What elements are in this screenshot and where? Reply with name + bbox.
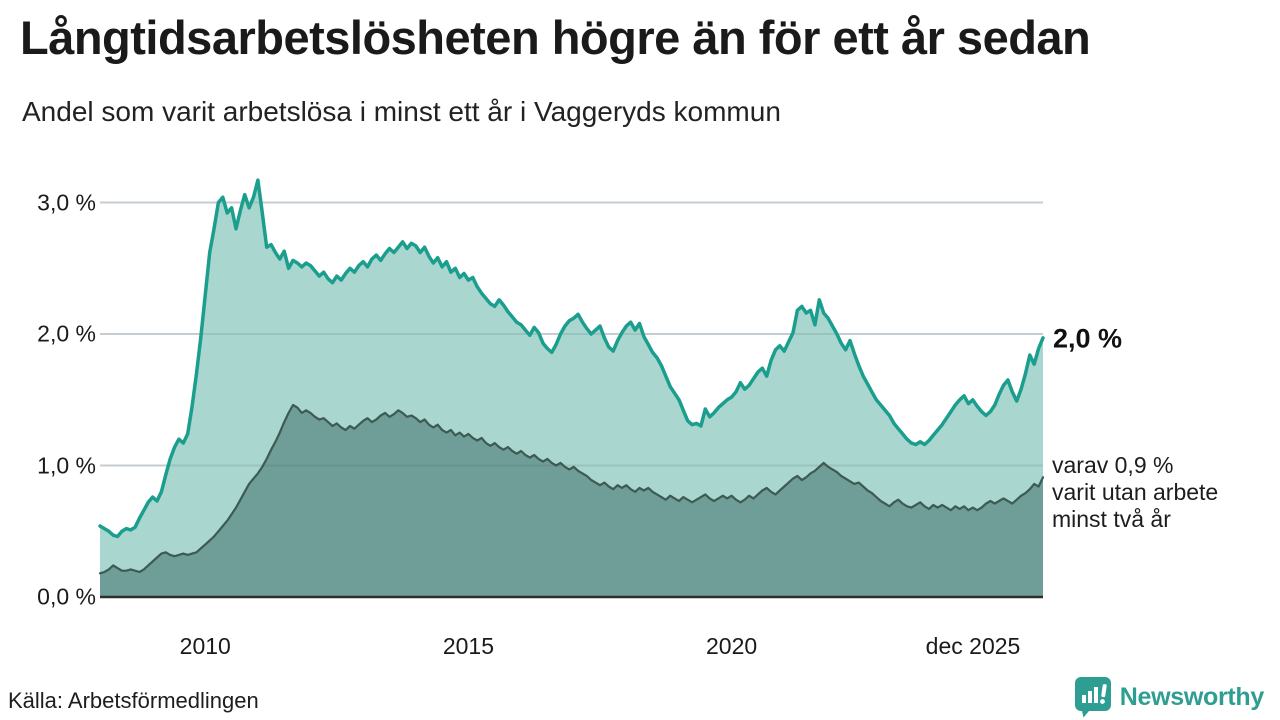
total-line (98, 178, 1045, 539)
gridlines-overlay (100, 201, 1043, 467)
x-tick-label: 2020 (705, 633, 758, 659)
two-year-area-fill (100, 405, 1043, 597)
newsworthy-icon (1074, 677, 1111, 718)
y-tick-label: 0,0 % (37, 583, 96, 610)
x-tick-label: 2010 (179, 633, 231, 659)
newsworthy-wordmark: Newsworthy (1119, 682, 1265, 711)
y-tick-label: 2,0 % (37, 320, 96, 347)
source-note: Källa: Arbetsförmedlingen (8, 688, 259, 713)
x-tick-label: dec 2025 (925, 633, 1021, 659)
y-tick-label: 1,0 % (37, 452, 96, 478)
chart-title: Långtidsarbetslösheten högre än för ett … (20, 11, 1091, 64)
latest-value-label: 2,0 % (1053, 323, 1123, 354)
two-year-line (98, 403, 1045, 575)
chart-subtitle: Andel som varit arbetslösa i minst ett å… (22, 96, 781, 127)
secondary-value-label: varav 0,9 % varit utan arbete minst två … (1052, 452, 1219, 532)
newsworthy-logo: Newsworthy (1074, 676, 1264, 718)
y-tick-label: 3,0 % (37, 189, 96, 215)
x-tick-label: 2015 (442, 633, 495, 659)
